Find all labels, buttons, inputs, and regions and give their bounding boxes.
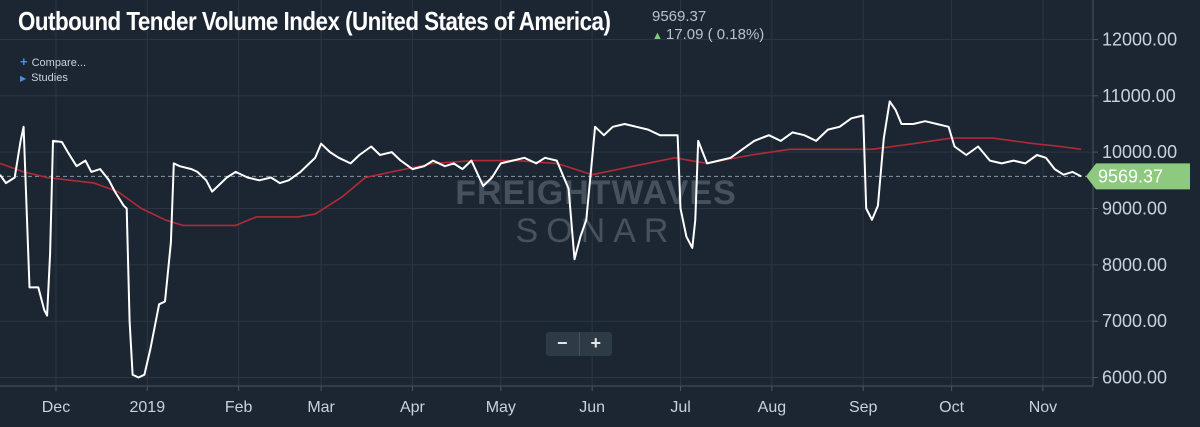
y-tick-label: 9000.00 [1102,198,1167,218]
x-tick-label: May [486,399,516,416]
last-value-badge-shape [1086,163,1190,190]
x-tick-label: Sep [849,399,878,416]
y-tick-label: 11000.00 [1102,86,1176,106]
x-tick-label: Dec [42,399,70,416]
y-tick-label: 7000.00 [1102,311,1167,331]
y-tick-label: 12000.00 [1102,29,1177,49]
x-tick-label: Jun [579,399,605,416]
y-tick-label: 8000.00 [1102,255,1167,275]
watermark: FREIGHTWAVES SONAR [455,174,737,250]
change-text: 17.09 ( 0.18%) [665,26,765,43]
x-tick-label: Oct [939,399,964,416]
studies-label: Studies [31,72,68,84]
change-value: ▲ 17.09 ( 0.18%) [652,26,764,43]
zoom-in-button[interactable]: + [590,333,601,353]
series-layer [0,100,1082,379]
y-tick-label: 10000.00 [1102,142,1177,162]
y-tick-label: 6000.00 [1102,368,1167,388]
zoom-controls: − + [546,332,612,356]
studies-button[interactable]: ▶ Studies [20,72,68,84]
zoom-divider [578,332,580,356]
x-tick-label: Aug [758,399,786,416]
last-value: 9569.37 [652,8,707,25]
x-tick-label: Jul [670,399,690,416]
compare-button[interactable]: + Compare... [20,54,86,69]
y-axis-panel [1093,0,1200,427]
plus-icon: + [20,54,28,69]
watermark-line2: SONAR [516,212,677,250]
zoom-out-button[interactable]: − [556,333,568,353]
x-axis-ticks: Dec 2019 Feb Mar Apr May Jun Jul Aug Sep Oct Nov [42,386,1057,416]
watermark-line1: FREIGHTWAVES [455,174,737,212]
x-tick-label: Mar [307,399,335,416]
x-tick-label: Apr [400,399,426,416]
moving-average-line [0,137,1082,227]
last-value-label: 9569.37 [1098,166,1163,186]
chart-title: Outbound Tender Volume Index (United Sta… [18,6,611,36]
last-value-badge: 9569.37 [1086,163,1190,190]
compare-label: Compare... [31,57,87,69]
x-tick-label: Feb [225,399,253,416]
y-axis-ticks: 6000.00 7000.00 8000.00 9000.00 10000.00 1100… [1093,29,1177,388]
tender-volume-line [0,100,1082,379]
horizontal-gridlines [0,38,1093,379]
x-tick-label: 2019 [130,399,166,416]
play-triangle-icon: ▶ [20,74,27,83]
x-tick-label: Nov [1029,399,1057,416]
up-arrow-icon: ▲ [652,30,663,42]
